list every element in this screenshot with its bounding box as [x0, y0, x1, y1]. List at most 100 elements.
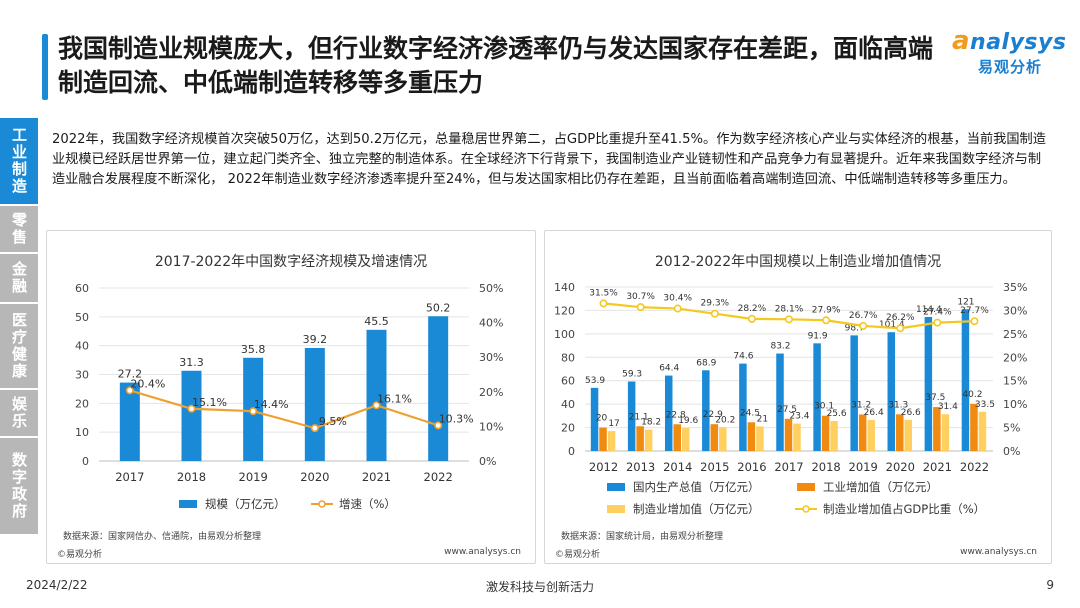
y-tick-label: 20 — [561, 422, 575, 435]
line-label: 30.4% — [663, 294, 692, 304]
chart-website: www.analysys.cn — [444, 547, 521, 557]
legend-label: 规模（万亿元） — [205, 497, 286, 511]
bar — [590, 387, 599, 451]
bar — [821, 415, 830, 451]
line-point — [125, 386, 134, 395]
bar — [710, 424, 719, 451]
sidebar-item-industry[interactable]: 工业制造 — [0, 118, 38, 206]
chart-manufacturing: 0 20 40 60 80 100 120 140 0% 5% 10% 15% 20% 25% 30% 35%… — [554, 281, 1027, 516]
chart-digital-economy: 0 10 20 30 40 50 60 0% 10% 20% 30% 40% 50% 2017 2018 20… — [75, 282, 503, 511]
line-point — [187, 404, 196, 413]
bar — [644, 429, 653, 451]
bar-label: 98.7 — [845, 323, 865, 333]
y-tick-label: 20 — [75, 397, 89, 410]
bar — [784, 418, 793, 451]
footer-date: 2024/2/22 — [26, 578, 88, 592]
line-label: 29.3% — [701, 299, 730, 309]
x-tick-label: 2017 — [774, 460, 803, 474]
sidebar-item-finance[interactable]: 金融 — [0, 254, 38, 304]
y2-tick-label: 30% — [479, 351, 503, 364]
bar — [924, 316, 933, 451]
chart-title: 2012-2022年中国规模以上制造业增加值情况 — [654, 254, 942, 270]
y-tick-label: 0 — [568, 445, 575, 458]
bar-label: 31.3 — [888, 400, 908, 410]
x-tick-label: 2018 — [177, 470, 206, 484]
bar — [719, 427, 727, 451]
bar — [607, 431, 616, 451]
bar — [896, 414, 904, 451]
bar-label: 27.2 — [118, 368, 143, 381]
bar-label: 20.2 — [715, 415, 735, 425]
line-point — [372, 401, 381, 410]
line-label: 15.1% — [192, 396, 227, 409]
bar-label: 31.2 — [851, 400, 871, 410]
line-point — [599, 299, 608, 308]
bar-label: 17 — [608, 419, 619, 429]
bar-label: 83.2 — [770, 342, 790, 352]
y-tick-label: 40 — [75, 340, 89, 353]
y2-tick-label: 10% — [1003, 398, 1027, 411]
bar — [304, 347, 325, 461]
line-point — [896, 324, 905, 333]
line-label: 30.7% — [626, 292, 655, 302]
y-tick-label: 100 — [554, 328, 575, 341]
line-point — [249, 407, 258, 416]
sidebar-item-healthcare[interactable]: 医疗健康 — [0, 304, 38, 390]
line-point — [434, 421, 443, 430]
x-tick-label: 2017 — [115, 470, 144, 484]
line-point — [859, 321, 868, 330]
line-point — [747, 314, 756, 323]
legend-label: 增速（%） — [339, 497, 396, 511]
bar-label: 68.9 — [696, 358, 716, 368]
y-tick-label: 60 — [75, 282, 89, 295]
x-tick-label: 2012 — [589, 460, 618, 474]
x-tick-label: 2018 — [811, 460, 840, 474]
bar — [867, 420, 875, 451]
bar — [793, 423, 801, 451]
bar — [664, 375, 673, 451]
bar — [599, 427, 607, 451]
bar — [904, 419, 913, 451]
line-point — [710, 309, 719, 318]
y2-tick-label: 0% — [479, 455, 496, 468]
line-label: 27.4% — [923, 308, 952, 318]
bar-label: 37.5 — [925, 393, 945, 403]
bar-label: 26.4 — [864, 408, 884, 418]
line-label: 20.4% — [130, 377, 165, 390]
legend-swatch — [607, 483, 625, 491]
y-tick-label: 80 — [561, 351, 575, 364]
legend-swatch-point — [802, 505, 810, 513]
sidebar-item-government[interactable]: 数字政府 — [0, 438, 38, 536]
sidebar-item-retail[interactable]: 零售 — [0, 206, 38, 254]
bar-label: 21.1 — [629, 412, 649, 422]
line-label: 28.2% — [738, 304, 767, 314]
bar-label: 64.4 — [659, 364, 679, 374]
line-label: 31.5% — [589, 288, 618, 298]
y-tick-label: 50 — [75, 311, 89, 324]
line-label: 16.1% — [377, 392, 412, 405]
bar — [636, 426, 644, 451]
line-point — [970, 317, 979, 326]
sidebar-item-entertainment[interactable]: 娱乐 — [0, 390, 38, 438]
line-point — [785, 315, 794, 324]
line-label: 9.5% — [319, 415, 347, 428]
chart-title: 2017-2022年中国数字经济规模及增速情况 — [154, 254, 428, 270]
bar-label: 19.6 — [678, 416, 698, 426]
y-tick-label: 30 — [75, 369, 89, 382]
chart-panel-digital-economy: 2017-2022年中国数字经济规模及增速情况 0 10 20 30 40 50 60 0% 1… — [46, 230, 536, 564]
bar — [850, 335, 858, 451]
bar-label: 91.9 — [808, 331, 828, 341]
y2-tick-label: 30% — [1003, 304, 1027, 317]
line-label: 27.7% — [960, 306, 989, 316]
legend-label: 制造业增加值（万亿元） — [633, 502, 760, 516]
line-label: 10.3% — [439, 412, 474, 425]
x-tick-label: 2021 — [923, 460, 952, 474]
line-label: 14.4% — [254, 398, 289, 411]
bar — [933, 407, 941, 451]
sidebar: 工业制造 零售 金融 医疗健康 娱乐 数字政府 — [0, 118, 38, 536]
x-tick-label: 2020 — [886, 460, 915, 474]
line-label: 26.7% — [849, 311, 878, 321]
x-tick-label: 2015 — [700, 460, 729, 474]
x-tick-label: 2014 — [663, 460, 692, 474]
bar-label: 20 — [596, 414, 608, 424]
